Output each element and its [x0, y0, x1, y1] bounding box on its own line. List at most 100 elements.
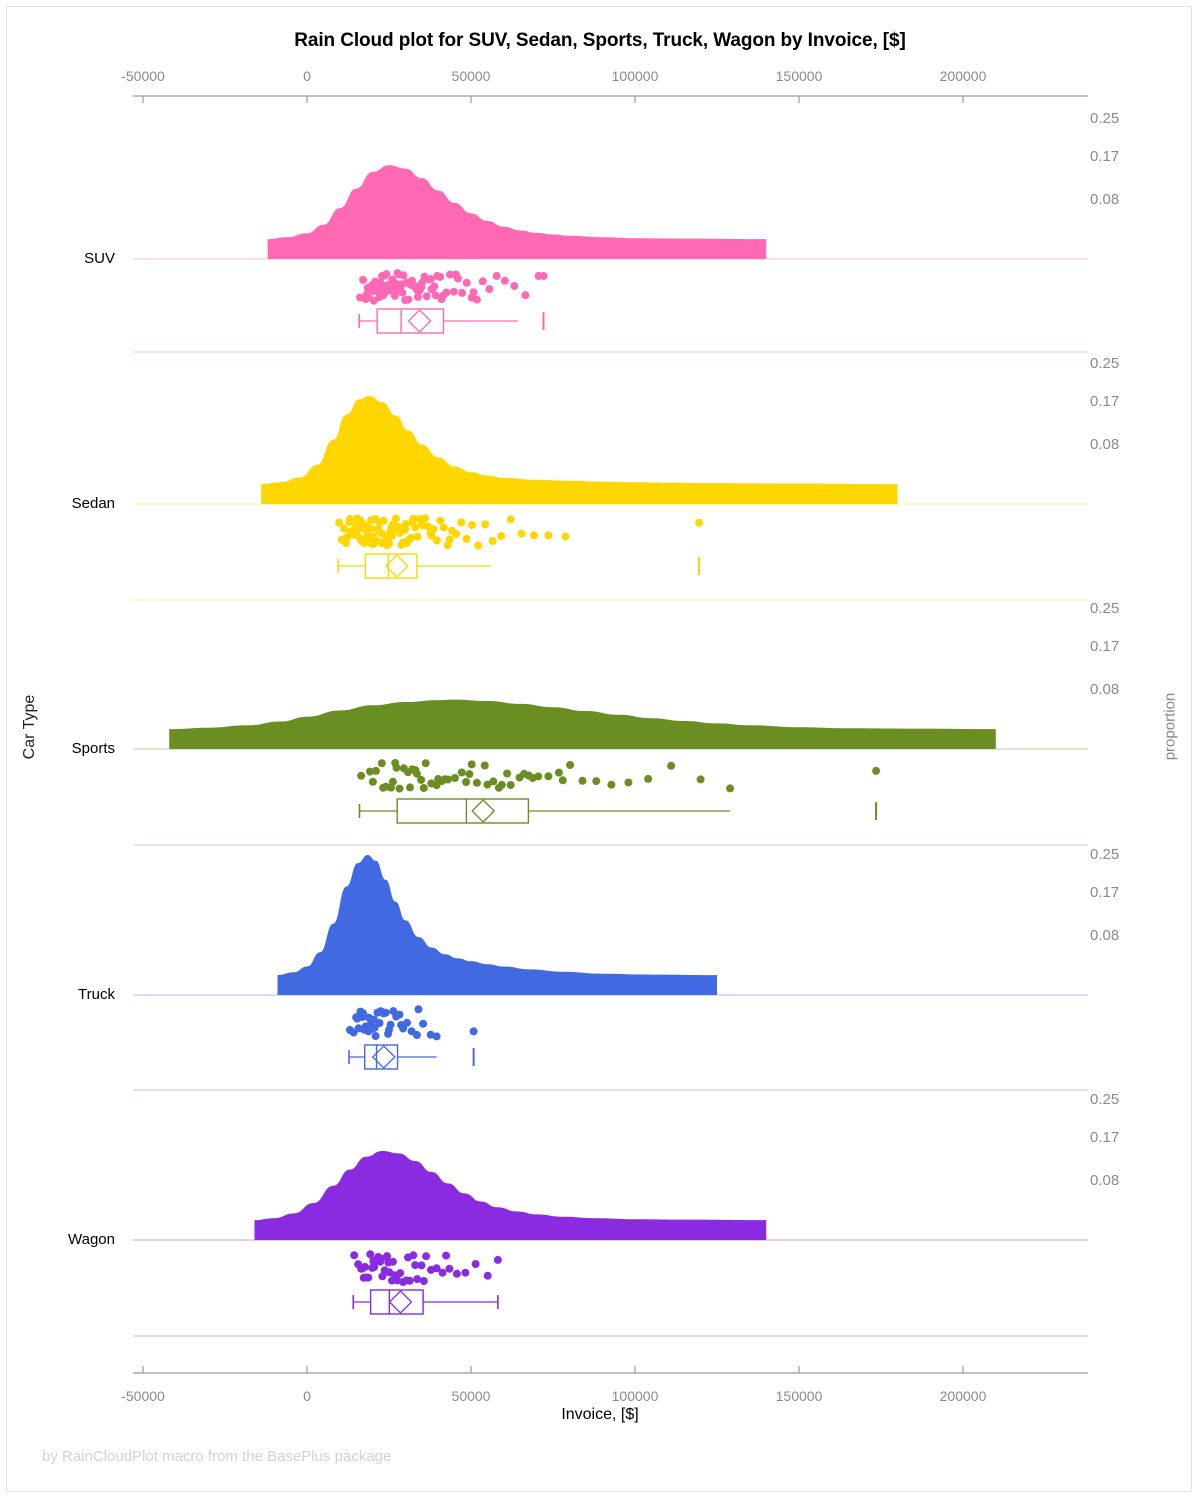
rain-dot — [411, 1261, 420, 1270]
rain-dot — [503, 769, 512, 778]
rain-dot — [426, 275, 435, 284]
rain-dot — [436, 516, 445, 525]
boxplot-sports — [358, 798, 878, 824]
rain-dot — [554, 768, 563, 777]
rain-dot — [462, 778, 471, 786]
rain-dot — [377, 529, 386, 538]
rain-dot — [500, 276, 509, 285]
y-axis-title-left: Car Type — [21, 694, 38, 760]
proportion-tick-truck-0.17: 0.17 — [1090, 884, 1120, 902]
rain-dot — [388, 531, 396, 540]
rain-dot — [341, 534, 350, 543]
rain-dot — [395, 1010, 404, 1019]
rain-dot — [432, 781, 441, 790]
proportion-tick-truck-0.08: 0.08 — [1090, 927, 1120, 944]
rain-dot — [392, 763, 401, 772]
rain-dot — [667, 761, 676, 770]
rain-dot — [517, 529, 526, 538]
rain-dot — [398, 288, 407, 297]
box-iqr — [376, 308, 445, 334]
rain-dot — [465, 770, 474, 779]
proportion-tick-wagon-0.17: 0.17 — [1090, 1129, 1120, 1147]
density-curve-suv — [267, 165, 767, 259]
mean-diamond — [371, 1045, 396, 1069]
rain-dot — [404, 295, 413, 304]
rain-dot — [368, 281, 377, 289]
box-iqr — [396, 798, 530, 824]
rain-dot — [377, 1254, 386, 1263]
rain-dot — [385, 1025, 393, 1034]
rain-dot — [357, 771, 366, 780]
rain-dot — [440, 775, 449, 784]
rain-dot — [432, 1264, 441, 1273]
rain-dot — [467, 760, 476, 769]
box-iqr — [369, 1289, 424, 1315]
rain-dot — [469, 288, 478, 297]
rain-dot — [462, 534, 471, 543]
rain-dot — [421, 759, 430, 768]
rain-dot — [364, 1273, 373, 1282]
rain-dot — [510, 282, 519, 290]
rain-dot — [469, 1027, 478, 1036]
rain-dot — [445, 1264, 454, 1273]
proportion-tick-suv-0.08: 0.08 — [1090, 191, 1120, 208]
proportion-tick-suv-0.17: 0.17 — [1090, 148, 1120, 166]
rain-dot — [483, 1271, 492, 1280]
rain-dot — [492, 271, 501, 280]
rain-dot — [544, 531, 553, 540]
footer-credit: by RainCloudPlot macro from the BasePlus… — [42, 1448, 392, 1465]
mean-diamond — [471, 799, 496, 823]
rain-dot — [561, 532, 570, 541]
category-label-wagon: Wagon — [68, 1231, 115, 1248]
rain-dot — [370, 1023, 379, 1032]
rain-dot — [383, 541, 391, 550]
rain-dot — [412, 1031, 421, 1039]
rain-dot — [359, 1009, 368, 1018]
rain-dot — [379, 783, 388, 792]
rain-dot — [413, 293, 422, 301]
rain-dot — [369, 539, 378, 548]
rain-dot — [578, 776, 587, 785]
rain-dot — [427, 531, 436, 540]
rain-dot — [430, 282, 439, 291]
rain-dot — [371, 766, 380, 775]
rain-dot — [468, 521, 476, 529]
rain-dot — [494, 783, 503, 792]
x-tick-label-150000: 150000 — [775, 68, 823, 84]
rain-dot — [489, 777, 498, 786]
proportion-tick-suv-0.25: 0.25 — [1090, 110, 1120, 127]
rain-dot — [370, 1263, 379, 1271]
rain-dot — [485, 285, 494, 294]
rain-dot — [520, 769, 529, 778]
rain-dot — [378, 1272, 387, 1281]
density-curve-sedan — [261, 396, 898, 504]
x-tick-label--50000: -50000 — [121, 1388, 165, 1404]
rain-dot — [726, 784, 735, 793]
rain-dot — [472, 295, 481, 304]
rain-dot — [384, 1258, 393, 1267]
proportion-tick-sports-0.17: 0.17 — [1090, 638, 1120, 656]
category-label-truck: Truck — [78, 986, 115, 1003]
rain-dot — [446, 270, 454, 279]
rain-dot — [388, 777, 397, 786]
x-tick-label-200000: 200000 — [939, 68, 987, 84]
rain-dot — [396, 1269, 405, 1278]
rain-dots-truck — [346, 1005, 478, 1041]
rain-dot — [481, 520, 490, 529]
rain-dot — [407, 533, 415, 542]
rain-dots-sports — [357, 759, 881, 793]
rain-dot — [404, 1253, 412, 1262]
rain-dot — [371, 1032, 380, 1040]
rain-dot — [451, 270, 460, 279]
rain-dots-sedan — [335, 514, 703, 550]
rain-dot — [377, 759, 386, 768]
rain-dot — [544, 772, 553, 781]
rain-dot — [391, 514, 400, 523]
rain-dot — [528, 774, 537, 782]
rain-dot — [644, 774, 653, 783]
rain-dot — [592, 777, 601, 786]
rain-dot — [457, 768, 466, 777]
boxplot-wagon — [352, 1289, 499, 1315]
rain-dot — [417, 517, 426, 526]
rain-dot — [411, 766, 420, 774]
